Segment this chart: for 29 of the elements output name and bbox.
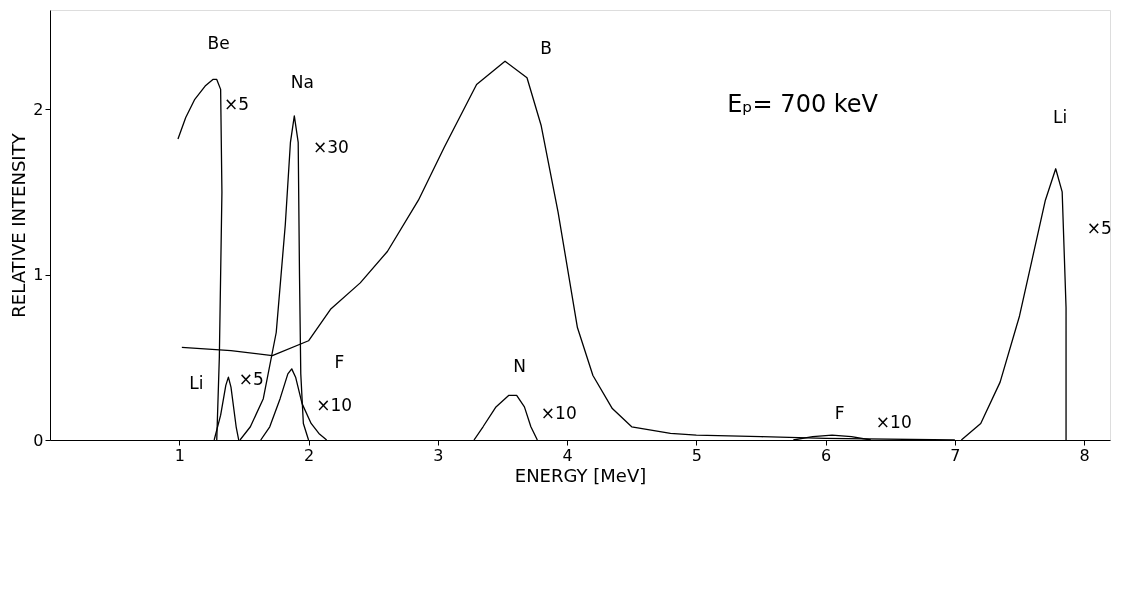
annotation: Li <box>1053 106 1068 127</box>
annotation: ×10 <box>316 394 353 415</box>
annotation: N <box>513 355 526 376</box>
y-tick-label: 1 <box>33 265 44 285</box>
x-tick-label: 6 <box>821 445 832 465</box>
x-tick-label: 7 <box>950 445 961 465</box>
y-tick-label: 2 <box>33 99 44 119</box>
annotation: ×30 <box>312 136 349 157</box>
annotation: Be <box>207 33 230 54</box>
x-tick-label: 3 <box>433 445 444 465</box>
annotation: Eₚ= 700 keV <box>727 89 879 118</box>
x-tick-label: 4 <box>562 445 573 465</box>
annotation: ×5 <box>1086 218 1112 239</box>
y-axis-title: RELATIVE INTENSITY <box>8 132 30 318</box>
annotation: F <box>334 351 345 372</box>
x-tick-label: 5 <box>691 445 702 465</box>
annotation: ×10 <box>540 403 577 424</box>
x-tick-label: 2 <box>303 445 315 465</box>
x-tick-label: 8 <box>1079 445 1090 465</box>
x-axis-title: ENERGY [MeV] <box>514 464 647 486</box>
annotation: ×10 <box>875 411 912 432</box>
annotation: B <box>540 37 552 58</box>
annotation: Na <box>290 72 314 93</box>
y-tick-label: 0 <box>33 430 44 450</box>
x-tick-label: 1 <box>174 445 185 465</box>
annotation: ×5 <box>238 368 264 389</box>
annotation: Li <box>189 373 204 394</box>
annotation: ×5 <box>224 93 250 114</box>
annotation: F <box>834 403 845 424</box>
